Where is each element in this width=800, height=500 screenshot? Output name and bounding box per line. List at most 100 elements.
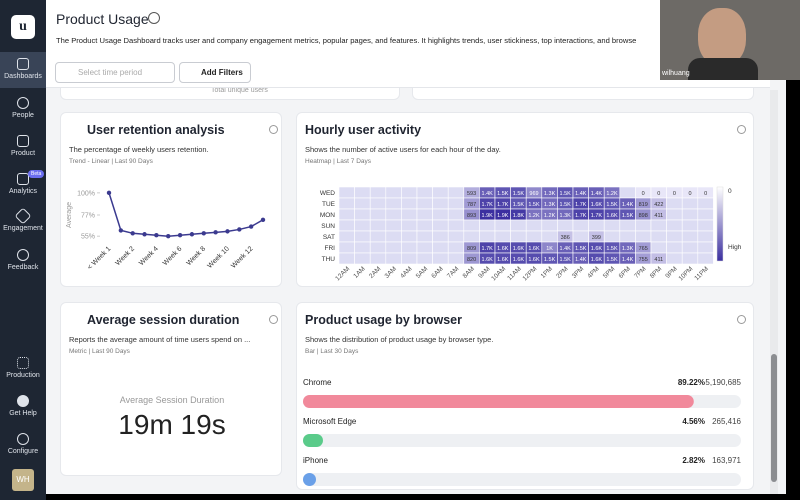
nav-item[interactable]: Production (0, 357, 46, 379)
heat-cell (432, 241, 449, 254)
heat-cell (447, 219, 465, 232)
cell-label: 1.7K (575, 202, 587, 208)
cell-label: 1.5K (528, 202, 540, 208)
cell-label: 1.4K (482, 191, 494, 197)
header: Product Usage The Product Usage Dashboar… (46, 0, 770, 88)
nav-item[interactable]: Configure (0, 433, 46, 455)
heat-cell (619, 186, 636, 199)
heat-cell (338, 230, 355, 243)
heat-cell (432, 219, 449, 232)
info-icon[interactable] (737, 315, 746, 324)
nav-item[interactable]: Analytics (0, 173, 46, 195)
scroll-thumb[interactable] (771, 354, 777, 482)
cell-label: 755 (639, 257, 648, 263)
nav-item[interactable]: Engagement (0, 207, 46, 232)
cell-label: 1.7K (482, 246, 494, 252)
nav-item[interactable]: Get Help (0, 395, 46, 417)
card-meta: Trend - Linear | Last 90 Days (69, 158, 153, 165)
heat-cell (525, 230, 543, 243)
nav-item[interactable]: Dashboards (0, 58, 46, 80)
cell-label: 1.6K (528, 257, 540, 263)
heat-cell (401, 197, 418, 210)
nav-item[interactable]: People (0, 97, 46, 119)
info-icon[interactable] (737, 125, 746, 134)
heat-cell (385, 197, 402, 210)
cell-label: 411 (654, 213, 663, 219)
cell-label: 422 (654, 202, 663, 208)
card-title: User retention analysis (87, 123, 225, 137)
avatar[interactable]: WH (12, 469, 34, 491)
cell-label: 0 (642, 191, 645, 197)
add-filters-button[interactable]: Add Filters (179, 62, 251, 83)
cell-label: 0 (704, 191, 707, 197)
video-person (698, 8, 746, 66)
nav-item[interactable]: Feedback (0, 249, 46, 271)
nav-label: Dashboards (4, 73, 42, 80)
nav-item[interactable]: Product (0, 135, 46, 157)
bar (303, 434, 323, 447)
x-tick-label: 8AM (462, 265, 476, 279)
partial-card-text: Total unique users (211, 87, 268, 94)
cell-label: 1.6K (497, 257, 509, 263)
heat-cell (432, 197, 449, 210)
heat-cell (666, 230, 683, 243)
logo[interactable]: u (11, 15, 35, 39)
x-tick-label: 10PM (677, 265, 694, 282)
cell-label: 1.6K (482, 257, 494, 263)
retention-card: User retention analysis The percentage o… (60, 112, 282, 287)
x-tick-label: 4PM (586, 265, 600, 279)
cell-label: 898 (639, 213, 648, 219)
heat-cell (510, 219, 527, 232)
cell-label: 1.5K (575, 246, 587, 252)
heat-cell (385, 219, 402, 232)
heat-cell (354, 208, 371, 221)
x-tick-label: 3AM (384, 265, 398, 279)
retention-point (118, 228, 124, 233)
cell-label: 1.5K (497, 191, 509, 197)
card-meta: Bar | Last 30 Days (305, 348, 359, 355)
heat-cell (369, 186, 387, 199)
card-meta: Heatmap | Last 7 Days (305, 158, 371, 165)
cell-label: 1.6K (513, 257, 525, 263)
x-tick-label: 6PM (618, 265, 632, 279)
help-icon[interactable] (148, 12, 160, 24)
scrollbar (770, 90, 778, 494)
nav-label: Analytics (8, 188, 37, 195)
retention-point (248, 224, 254, 229)
x-tick-label: Week 2 (114, 245, 136, 267)
cell-label: 1.5K (606, 257, 618, 263)
beta-badge: Beta (28, 170, 45, 178)
heat-cell (338, 197, 355, 210)
x-tick-label: 7AM (446, 265, 460, 279)
time-placeholder: Select time period (78, 68, 143, 77)
y-tick-label: 55% (81, 234, 95, 241)
cell-label: 411 (654, 257, 663, 263)
page-title: Product Usage (56, 11, 149, 27)
heat-cell (681, 219, 699, 232)
heat-cell (401, 252, 418, 265)
heat-cell (385, 230, 402, 243)
row-label: FRI (325, 245, 336, 252)
x-tick-label: 4AM (399, 265, 413, 279)
cell-label: 1.2K (606, 191, 618, 197)
heat-cell (697, 197, 714, 210)
heat-cell (650, 241, 667, 254)
heatmap-chart: WED 593 1.4K 1.5K 1.5K 969 1.3K 1.5K 1.4K 1.4K 1.2… (320, 186, 742, 282)
cell-label: 893 (467, 213, 476, 219)
y-tick-label: 77% (81, 213, 95, 220)
info-icon[interactable] (269, 125, 278, 134)
time-select[interactable]: Select time period (55, 62, 175, 83)
retention-point (142, 232, 147, 237)
heat-cell (463, 230, 480, 243)
cell-label: 1.2K (544, 213, 556, 219)
info-icon[interactable] (269, 315, 278, 324)
x-tick-label: Week 4 (138, 245, 160, 267)
x-tick-label: Week 6 (162, 245, 184, 267)
x-tick-label: 2PM (555, 265, 569, 279)
retention-point (106, 190, 112, 196)
heat-cell (447, 186, 465, 199)
heat-cell (650, 219, 667, 232)
cell-label: 1.5K (560, 191, 572, 197)
